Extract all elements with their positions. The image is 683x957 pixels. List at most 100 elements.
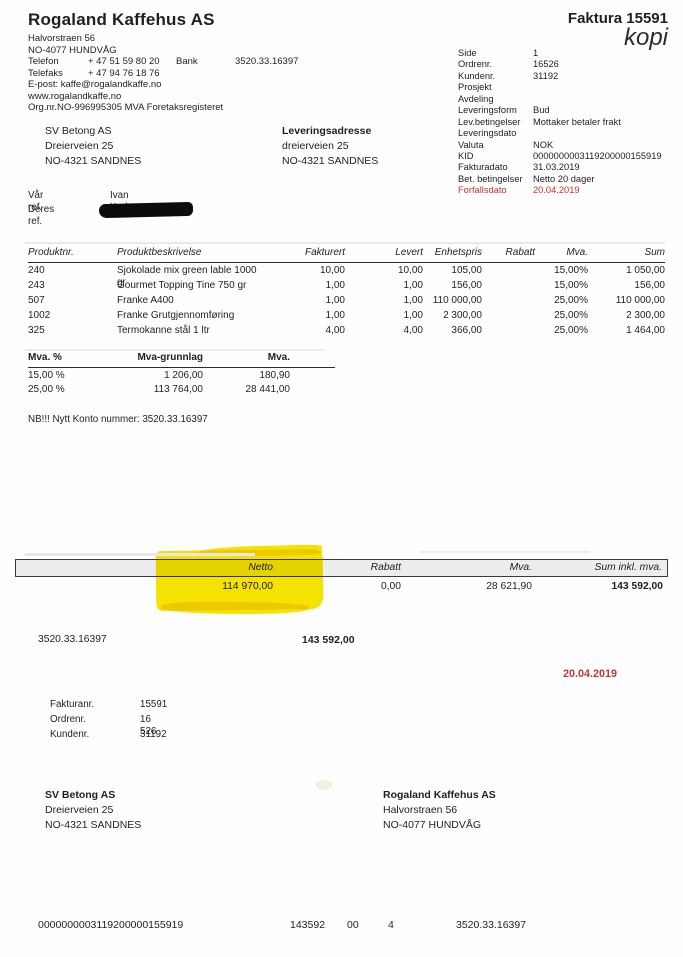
product-desc: Sjokolade mix green lable 1000 gr: [117, 265, 257, 288]
meta-row-kid: KID 0000000003119200000155919: [458, 151, 670, 162]
product-desc: Franke Grutgjennomføring: [117, 310, 235, 321]
fax-label: Telefaks: [28, 67, 63, 79]
copy-watermark: kopi: [623, 24, 668, 51]
meta-label: Avdeling: [458, 93, 494, 104]
slip-amount-kroner: 143592: [290, 919, 326, 931]
meta-label: Ordrenr.: [458, 59, 493, 70]
footer-seller-city: NO-4077 HUNDVÅG: [383, 819, 482, 831]
product-sum: 110 000,00: [615, 295, 665, 306]
totals-discount-label: Rabatt: [370, 561, 401, 573]
vat-rate: 15,00 %: [28, 370, 65, 381]
bank-account-value: 3520.33.16397: [235, 56, 299, 67]
col-sum: Sum: [644, 247, 665, 258]
seller-orgnr: Org.nr.NO-996995305 MVA Foretaksregister…: [28, 102, 224, 113]
product-sum: 1 050,00: [626, 265, 665, 276]
col-levert: Levert: [395, 247, 423, 258]
ref-value: 15591: [140, 699, 168, 710]
phone-value: + 47 51 59 80 20: [88, 56, 160, 67]
meta-value: NOK: [533, 139, 554, 150]
meta-row-forfallsdato: Forfallsdato 20.04.2019: [458, 185, 670, 196]
ref-label: Ordrenr.: [50, 714, 86, 725]
meta-row-side: Side 1: [458, 48, 670, 59]
totals-gross-value: 143 592,00: [611, 581, 663, 592]
meta-row-avdeling: Avdeling: [458, 94, 670, 105]
product-vat: 25,00%: [554, 325, 588, 336]
product-vat: 15,00%: [554, 280, 588, 291]
slip-amount-ore: 00: [347, 919, 359, 931]
meta-row-levbetingelser: Lev.betingelser Mottaker betaler frakt: [458, 117, 670, 128]
meta-label: Valuta: [458, 139, 484, 150]
product-sum: 2 300,00: [626, 310, 665, 321]
vat-row: 15,00 % 1 206,00 180,90: [28, 370, 335, 384]
vat-rate: 25,00 %: [28, 384, 65, 395]
footer-seller-street: Halvorstraen 56: [383, 804, 458, 816]
our-ref-label: Vår ref.: [28, 190, 44, 213]
meta-label: Fakturadato: [458, 162, 508, 173]
vat-row: 25,00 % 113 764,00 28 441,00: [28, 384, 335, 398]
product-unitprice: 366,00: [451, 325, 482, 336]
footer-buyer-address: SV Betong AS Dreierveien 25 NO-4321 SAND…: [45, 789, 141, 834]
slip-check-digit: 4: [388, 919, 394, 931]
totals-gross-label: Sum inkl. mva.: [594, 561, 662, 573]
yellow-highlighter-mark: [197, 544, 323, 558]
vat-header-row: Mva. % Mva-grunnlag Mva.: [28, 352, 335, 368]
scan-artifact: [315, 780, 333, 790]
meta-value: Netto 20 dager: [533, 173, 595, 184]
product-unitprice: 156,00: [451, 280, 482, 291]
product-delivered: 1,00: [403, 310, 423, 321]
meta-label: Lev.betingelser: [458, 116, 521, 127]
invoice-title: Faktura 15591: [567, 10, 668, 27]
footer-buyer-city: NO-4321 SANDNES: [45, 819, 142, 831]
meta-row-kundenr: Kundenr. 31192: [458, 71, 670, 82]
product-row: 243 Gourmet Topping Tine 750 gr 1,00 1,0…: [28, 280, 665, 295]
slip-account-number: 3520.33.16397: [456, 919, 527, 931]
scan-artifact: [420, 551, 590, 553]
delivery-address: Leveringsadresse dreierveien 25 NO-4321 …: [282, 125, 378, 170]
meta-row-ordrenr: Ordrenr. 16526: [458, 59, 670, 70]
product-delivered: 1,00: [403, 280, 423, 291]
invoice-meta-block: Side 1 Ordrenr. 16526 Kundenr. 31192 Pro…: [458, 48, 670, 197]
delivery-address-heading: Leveringsadresse: [282, 125, 372, 137]
product-vat: 25,00%: [554, 295, 588, 306]
meta-row-betbetingelser: Bet. betingelser Netto 20 dager: [458, 174, 670, 185]
your-ref-label: Deres ref.: [28, 204, 55, 227]
meta-row-fakturadato: Fakturadato 31.03.2019: [458, 162, 670, 173]
col-produktbeskrivelse: Produktbeskrivelse: [117, 247, 202, 258]
payment-account-number: 3520.33.16397: [38, 634, 107, 645]
product-nr: 507: [28, 295, 45, 306]
meta-label: Leveringsdato: [458, 128, 517, 139]
product-unitprice: 2 300,00: [443, 310, 482, 321]
seller-email: E-post: kaffe@rogalandkaffe.no: [28, 79, 162, 90]
products-header-row: Produktnr. Produktbeskrivelse Fakturert …: [28, 247, 665, 263]
totals-vat-label: Mva.: [509, 561, 532, 573]
meta-row-valuta: Valuta NOK: [458, 140, 670, 151]
payment-total-amount: 143 592,00: [302, 634, 355, 646]
col-rabatt: Rabatt: [505, 247, 535, 258]
footer-buyer-street: Dreierveien 25: [45, 804, 114, 816]
scan-artifact: [25, 242, 665, 244]
col-fakturert: Fakturert: [304, 247, 345, 258]
scan-artifact: [25, 349, 325, 351]
product-vat: 15,00%: [554, 265, 588, 276]
bank-label: Bank: [176, 56, 198, 67]
product-row: 507 Franke A400 1,00 1,00 110 000,00 25,…: [28, 295, 665, 310]
meta-row-prosjekt: Prosjekt: [458, 82, 670, 93]
slip-kid-number: 0000000003119200000155919: [38, 919, 184, 931]
meta-value: 16526: [533, 59, 559, 70]
seller-address-line1: Halvorstraen 56: [28, 33, 96, 44]
totals-net-value: 114 970,00: [222, 581, 273, 592]
product-delivered: 1,00: [403, 295, 423, 306]
vat-summary-table: Mva. % Mva-grunnlag Mva. 15,00 % 1 206,0…: [28, 352, 335, 398]
col-mva-grunnlag: Mva-grunnlag: [137, 352, 203, 363]
footer-buyer-name: SV Betong AS: [45, 789, 116, 801]
meta-row-leveringsdato: Leveringsdato: [458, 128, 670, 139]
seller-address-line2: NO-4077 HUNDVÅG: [28, 44, 117, 56]
product-unitprice: 110 000,00: [432, 295, 482, 306]
product-desc: Termokanne stål 1 ltr: [117, 325, 210, 336]
product-unitprice: 105,00: [451, 265, 482, 276]
product-invoiced: 4,00: [325, 325, 345, 336]
product-sum: 1 464,00: [626, 325, 665, 336]
totals-header-bar: Netto Rabatt Mva. Sum inkl. mva.: [15, 559, 668, 577]
totals-discount-value: 0,00: [380, 581, 401, 592]
